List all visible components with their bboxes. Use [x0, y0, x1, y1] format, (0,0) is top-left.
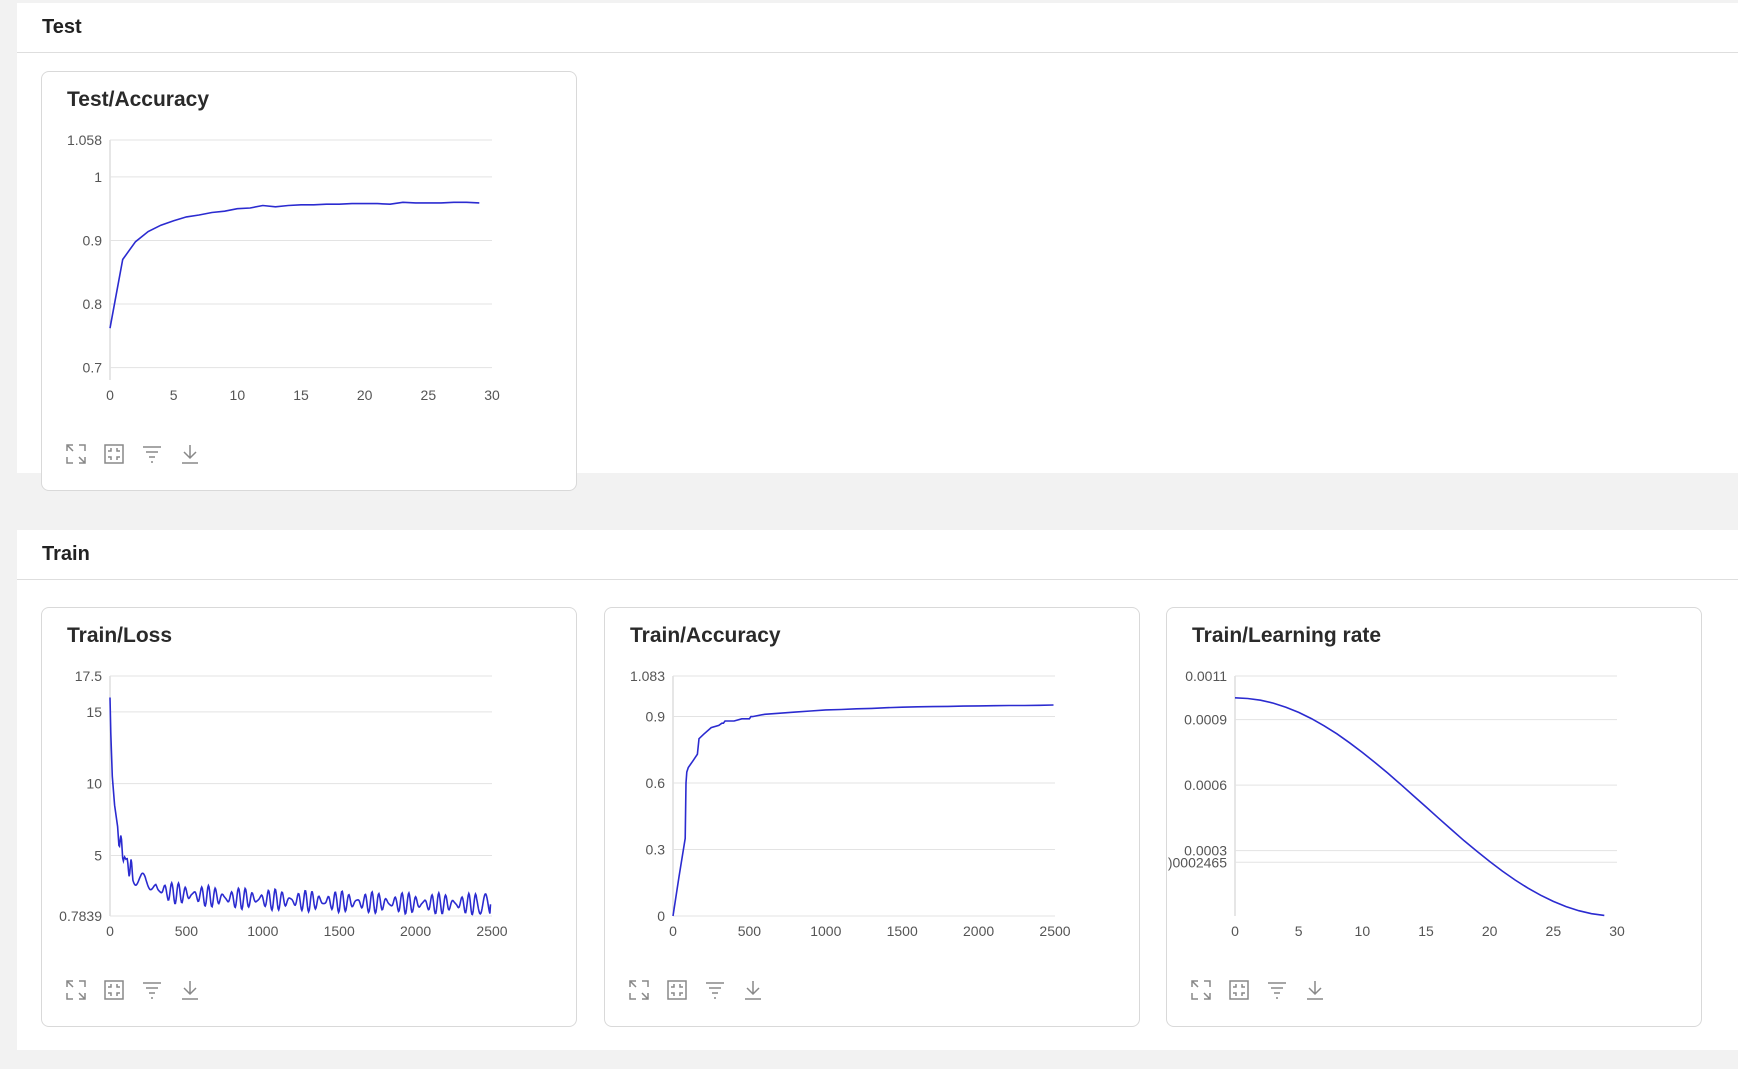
expand-icon[interactable]: [1189, 978, 1213, 1002]
y-tick-label: 5: [94, 847, 102, 863]
x-tick-label: 1500: [887, 923, 918, 939]
filter-icon[interactable]: [703, 978, 727, 1002]
train-section: Train Train/Loss 0.7839 5 10 15 17.5 0 500 1000…: [17, 530, 1738, 1050]
series-line: [1234, 697, 1605, 917]
x-tick-label: 500: [175, 923, 199, 939]
chart-title: Train/Learning rate: [1192, 624, 1382, 647]
x-tick-label: 1500: [324, 923, 355, 939]
y-tick-label: 0.0003: [1184, 843, 1227, 859]
x-tick-label: 30: [1609, 923, 1625, 939]
x-tick-label: 10: [230, 387, 246, 403]
x-tick-label: 1000: [810, 923, 841, 939]
chart-plot[interactable]: 0.7839 5 10 15 17.5 0 500 1000 1500 2000 2500: [42, 666, 578, 966]
chart-toolbar: [64, 978, 202, 1002]
y-tick-label: 0.0011: [1185, 668, 1227, 684]
x-tick-label: 20: [357, 387, 373, 403]
expand-icon[interactable]: [64, 442, 88, 466]
expand-icon[interactable]: [627, 978, 651, 1002]
y-tick-label: 10: [86, 776, 102, 792]
x-tick-label: 0: [669, 923, 677, 939]
chart-toolbar: [1189, 978, 1327, 1002]
chart-title: Train/Accuracy: [630, 624, 781, 647]
y-tick-label: 0.0009: [1184, 712, 1227, 728]
chart-plot[interactable]: 0 0.3 0.6 0.9 1.083 0 500 1000 1500 2000 2500: [605, 666, 1141, 966]
y-tick-label: 1.083: [630, 668, 665, 684]
chart-card-test-accuracy: Test/Accuracy 0.7 0.8 0.9 1 1.058 0 5 10 15 20 25 3…: [41, 71, 577, 491]
fit-icon[interactable]: [1227, 978, 1251, 1002]
x-tick-label: 0: [106, 387, 114, 403]
x-tick-label: 5: [1295, 923, 1303, 939]
fit-icon[interactable]: [665, 978, 689, 1002]
y-tick-label: 0.9: [646, 709, 666, 725]
x-tick-label: 15: [1418, 923, 1434, 939]
download-icon[interactable]: [178, 442, 202, 466]
y-tick-label: 1.058: [67, 132, 102, 148]
filter-icon[interactable]: [140, 978, 164, 1002]
y-tick-label: 0.3: [646, 842, 666, 858]
x-tick-label: 2500: [1039, 923, 1070, 939]
chart-plot[interactable]: 0.7 0.8 0.9 1 1.058 0 5 10 15 20 25 30: [42, 130, 578, 430]
y-tick-label: 0.7839: [59, 908, 102, 924]
x-tick-label: 15: [293, 387, 309, 403]
x-tick-label: 5: [170, 387, 178, 403]
series-line: [672, 704, 1054, 917]
y-tick-label: 0: [657, 908, 665, 924]
download-icon[interactable]: [1303, 978, 1327, 1002]
download-icon[interactable]: [741, 978, 765, 1002]
test-section: Test Test/Accuracy 0.7 0.8 0.9 1 1.058 0 5 10 15…: [17, 3, 1738, 491]
series-line: [109, 697, 492, 916]
x-tick-label: 25: [1546, 923, 1562, 939]
filter-icon[interactable]: [140, 442, 164, 466]
expand-icon[interactable]: [64, 978, 88, 1002]
x-tick-label: 2000: [400, 923, 431, 939]
y-tick-label: 0.7: [83, 360, 103, 376]
y-tick-label: 0.0006: [1184, 777, 1227, 793]
x-tick-label: 30: [484, 387, 500, 403]
x-tick-label: 0: [106, 923, 114, 939]
y-tick-label: )0002465: [1168, 854, 1227, 870]
x-tick-label: 0: [1231, 923, 1239, 939]
chart-title: Train/Loss: [67, 624, 173, 647]
chart-card-train-learning-rate: Train/Learning rate )0002465 0.0003 0.0006…: [1166, 607, 1702, 1027]
y-tick-label: 0.6: [646, 775, 666, 791]
section-title-train: Train: [17, 530, 1738, 580]
y-tick-label: 0.8: [83, 296, 103, 312]
fit-icon[interactable]: [102, 978, 126, 1002]
filter-icon[interactable]: [1265, 978, 1289, 1002]
y-tick-label: 0.9: [83, 232, 103, 248]
y-tick-label: 17.5: [75, 668, 102, 684]
x-tick-label: 500: [738, 923, 762, 939]
chart-card-train-accuracy: Train/Accuracy 0 0.3 0.6 0.9 1.083 0 500 1000 15…: [604, 607, 1140, 1027]
series-line: [109, 201, 480, 329]
x-tick-label: 20: [1482, 923, 1498, 939]
chart-toolbar: [64, 442, 202, 466]
x-tick-label: 1000: [247, 923, 278, 939]
y-tick-label: 15: [86, 704, 102, 720]
x-tick-label: 2000: [963, 923, 994, 939]
chart-title: Test/Accuracy: [67, 88, 210, 111]
fit-icon[interactable]: [102, 442, 126, 466]
x-tick-label: 2500: [476, 923, 507, 939]
chart-card-train-loss: Train/Loss 0.7839 5 10 15 17.5 0 500 1000 1500 20…: [41, 607, 577, 1027]
download-icon[interactable]: [178, 978, 202, 1002]
y-tick-label: 1: [94, 169, 102, 185]
chart-toolbar: [627, 978, 765, 1002]
x-tick-label: 10: [1355, 923, 1371, 939]
section-title-test: Test: [17, 3, 1738, 53]
x-tick-label: 25: [421, 387, 437, 403]
